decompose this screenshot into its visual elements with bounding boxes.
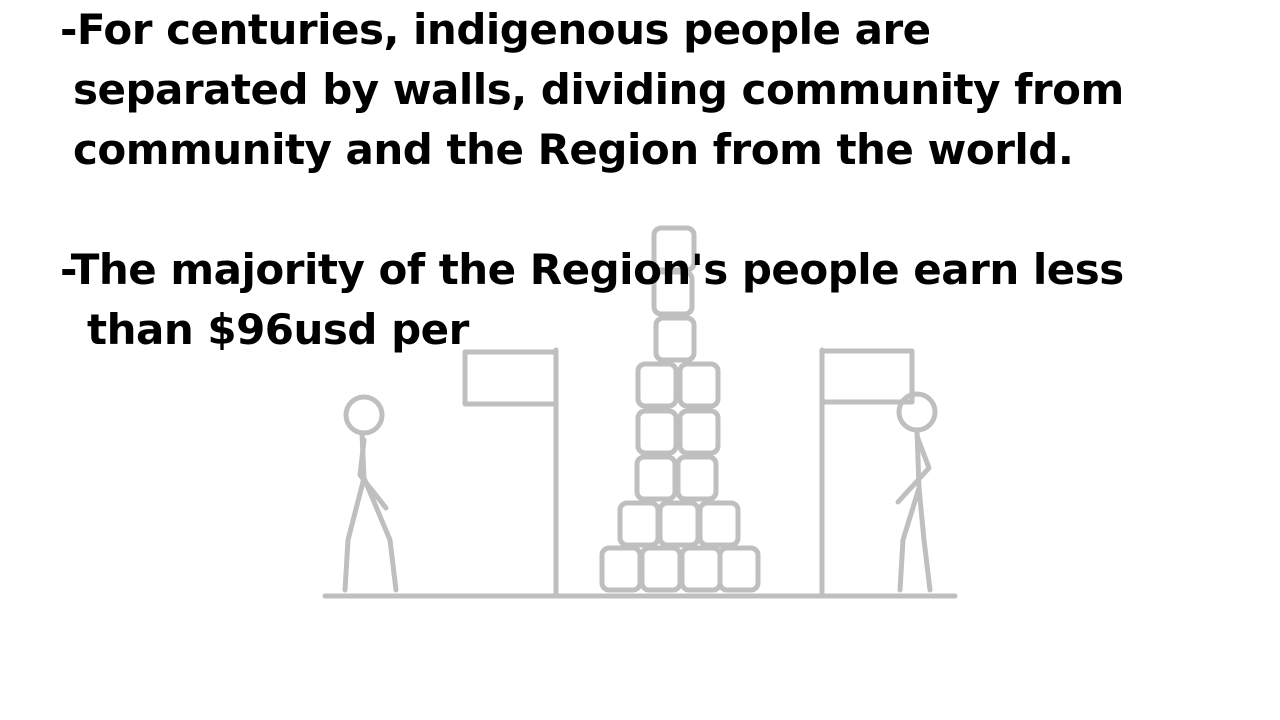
bullet-earnings: -The majority of the Region's people ear…: [60, 240, 1124, 360]
bullet-line: community and the Region from the world.: [73, 125, 1074, 174]
block-tower: [599, 225, 761, 593]
stick-figure-left: [342, 394, 399, 593]
bullet-walls: -For centuries, indigenous people are se…: [60, 0, 1124, 180]
bullet-line: -The majority of the Region's people ear…: [60, 245, 1124, 294]
bullet-line: separated by walls, dividing community f…: [73, 65, 1124, 114]
slide-text: -For centuries, indigenous people are se…: [60, 0, 1124, 360]
flag-left: [462, 347, 559, 599]
flag-right: [819, 347, 915, 599]
bullet-line: -For centuries, indigenous people are: [60, 5, 931, 54]
bullet-line: than $96usd per: [87, 305, 469, 354]
stick-figure-right: [895, 391, 938, 593]
